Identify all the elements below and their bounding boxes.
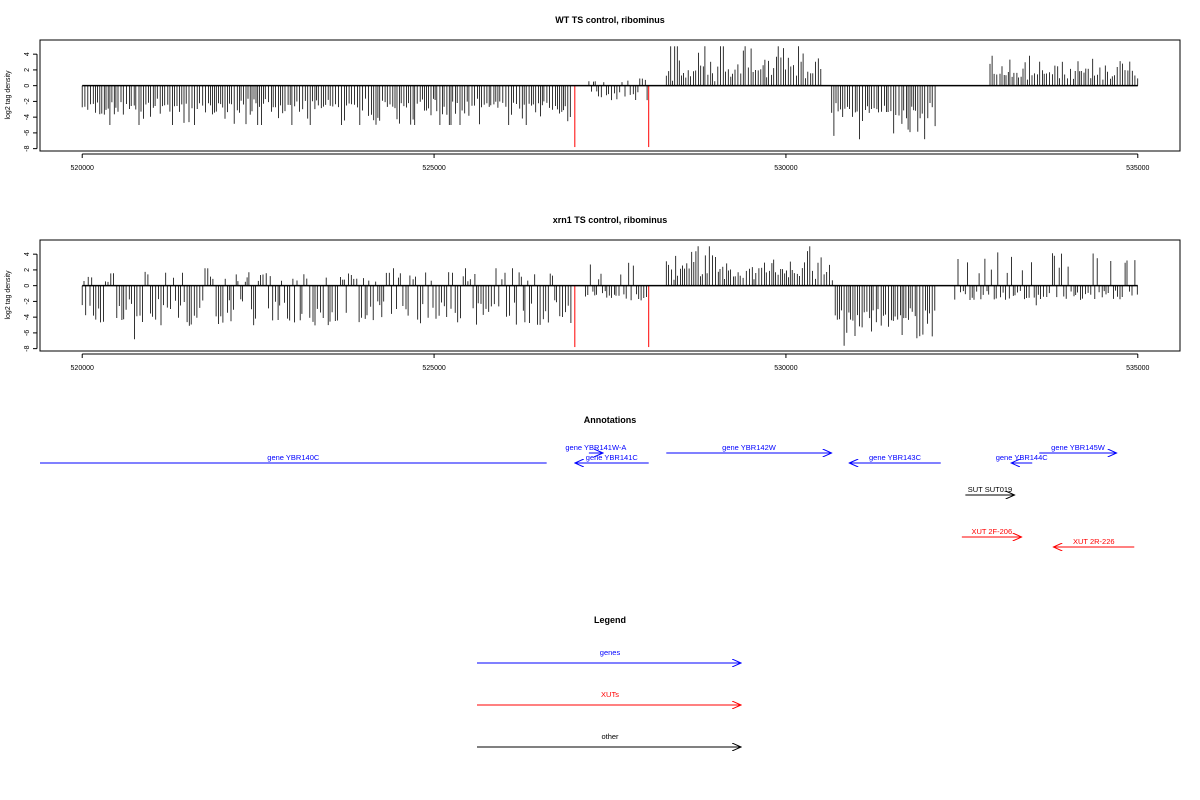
- y-axis-label: log2 tag density: [5, 70, 12, 120]
- annotation-label: gene YBR142W: [722, 443, 777, 452]
- x-axis: 520000 525000 530000 535000: [71, 353, 1150, 372]
- y-tick-label: 2: [24, 68, 31, 72]
- red-marker-lines: [574, 285, 650, 348]
- y-axis: -8 -6 -4 -2 0 2 4: [24, 252, 38, 352]
- track-panel-xrn1: xrn1 TS control, ribominus log2 tag dens…: [5, 215, 1181, 372]
- annotations-title: Annotations: [584, 415, 637, 425]
- y-tick-label: -2: [24, 298, 31, 304]
- legend-title: Legend: [594, 615, 626, 625]
- x-tick-label: 520000: [71, 365, 94, 372]
- signal-bars: [81, 46, 1139, 140]
- plot-frame: [39, 39, 1181, 152]
- track-panel-wt: WT TS control, ribominus log2 tag densit…: [5, 15, 1181, 172]
- legend-label: XUTs: [601, 690, 619, 699]
- panel-title: xrn1 TS control, ribominus: [553, 215, 668, 225]
- y-tick-label: 2: [24, 268, 31, 272]
- legend-label: genes: [600, 648, 621, 657]
- annotation-label: gene YBR140C: [267, 453, 320, 462]
- annotation-label: gene YBR141C: [586, 453, 639, 462]
- y-tick-label: -4: [24, 314, 31, 320]
- x-tick-label: 520000: [71, 165, 94, 172]
- annotation-label: SUT SUT019: [968, 485, 1012, 494]
- x-tick-label: 525000: [422, 365, 445, 372]
- y-tick-label: -4: [24, 114, 31, 120]
- y-tick-label: -8: [24, 345, 31, 351]
- annotation-label: XUT 2R-226: [1073, 537, 1115, 546]
- red-marker-lines: [574, 85, 650, 148]
- annotation-label: gene YBR145W: [1051, 443, 1106, 452]
- y-tick-label: -2: [24, 98, 31, 104]
- x-tick-label: 535000: [1126, 165, 1149, 172]
- signal-bars: [81, 246, 1138, 346]
- x-tick-label: 525000: [422, 165, 445, 172]
- x-tick-label: 535000: [1126, 365, 1149, 372]
- plot-frame: [39, 239, 1181, 352]
- y-axis: -8 -6 -4 -2 0 2 4: [24, 52, 38, 152]
- y-tick-label: 4: [24, 52, 31, 56]
- x-tick-label: 530000: [774, 365, 797, 372]
- panel-title: WT TS control, ribominus: [555, 15, 665, 25]
- annotation-label: gene YBR144C: [996, 453, 1049, 462]
- y-tick-label: -6: [24, 330, 31, 336]
- y-tick-label: 4: [24, 252, 31, 256]
- y-axis-label: log2 tag density: [5, 270, 12, 320]
- x-axis: 520000 525000 530000 535000: [71, 153, 1150, 172]
- annotation-label: gene YBR143C: [869, 453, 922, 462]
- y-tick-label: 0: [24, 84, 31, 88]
- annotation-label: gene YBR141W-A: [565, 443, 626, 452]
- legend: Legend genes XUTs other: [477, 615, 741, 747]
- y-tick-label: -8: [24, 145, 31, 151]
- y-tick-label: 0: [24, 284, 31, 288]
- x-tick-label: 530000: [774, 165, 797, 172]
- y-tick-label: -6: [24, 130, 31, 136]
- legend-label: other: [601, 732, 619, 741]
- annotation-label: XUT 2F-206: [971, 527, 1012, 536]
